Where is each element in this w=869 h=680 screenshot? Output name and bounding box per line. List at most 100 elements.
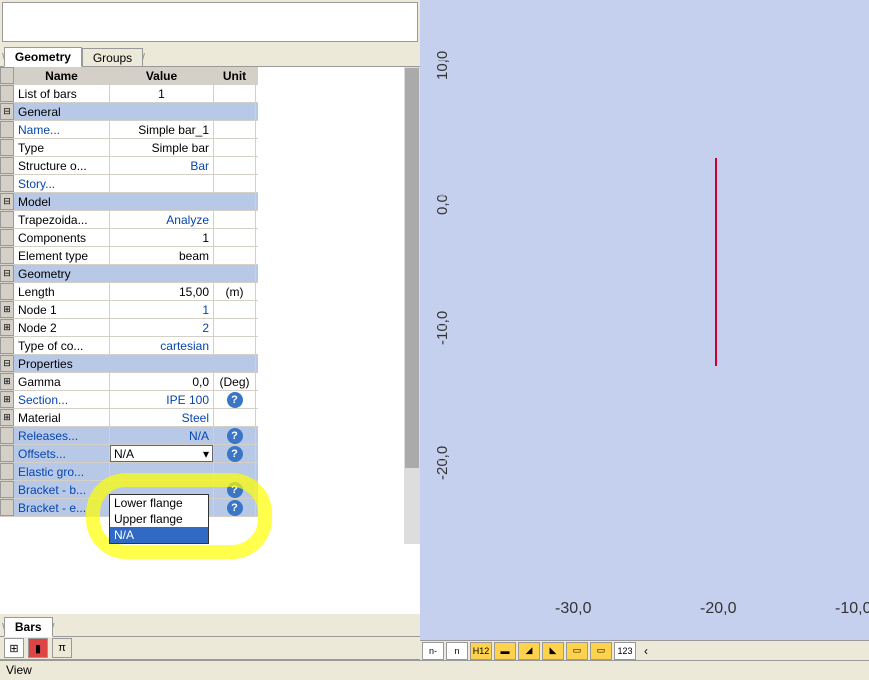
geo-typec-value[interactable]: cartesian	[110, 337, 214, 354]
geo-length-unit: (m)	[214, 283, 256, 300]
help-icon[interactable]: ?	[227, 428, 243, 444]
bars-toolbar: ⊞ ▮ π	[0, 636, 420, 660]
col-name: Name	[14, 67, 110, 84]
list-of-bars-label: List of bars	[14, 85, 110, 102]
geo-length-label: Length	[14, 283, 110, 300]
prop-gamma-value[interactable]: 0,0	[110, 373, 214, 390]
viewport-toolbar-btn[interactable]: ▬	[494, 642, 516, 660]
prop-section-value[interactable]: IPE 100	[110, 391, 214, 408]
tab-groups[interactable]: Groups	[82, 48, 143, 67]
prop-material-label: Material	[14, 409, 110, 426]
geo-length-value[interactable]: 15,00	[110, 283, 214, 300]
viewport-toolbar: n-nH12▬◢◣▭▭123‹	[420, 640, 869, 660]
model-trap-label: Trapezoida...	[14, 211, 110, 228]
general-structure-label: Structure o...	[14, 157, 110, 174]
y-tick-label: 10,0	[434, 51, 451, 80]
viewport-toolbar-btn[interactable]: ◢	[518, 642, 540, 660]
chevron-down-icon[interactable]: ▾	[203, 447, 209, 461]
right-status	[420, 660, 869, 680]
toolbar-btn-2[interactable]: ▮	[28, 638, 48, 658]
general-structure-value[interactable]: Bar	[110, 157, 214, 174]
section-model: Model	[14, 193, 256, 210]
section-general: General	[14, 103, 256, 120]
section-geometry: Geometry	[14, 265, 256, 282]
y-tick-label: 0,0	[434, 194, 451, 215]
help-icon[interactable]: ?	[227, 500, 243, 516]
y-tick-label: -20,0	[434, 446, 451, 480]
model-comp-value[interactable]: 1	[110, 229, 214, 246]
x-tick-label: -30,0	[555, 600, 591, 618]
general-name-value[interactable]: Simple bar_1	[110, 121, 214, 138]
geo-node2-value[interactable]: 2	[110, 319, 214, 336]
prop-elastic-value[interactable]	[110, 463, 214, 480]
expand-gamma[interactable]: ⊞	[0, 373, 14, 390]
col-unit: Unit	[214, 67, 256, 84]
general-type-label: Type	[14, 139, 110, 156]
expand-section[interactable]: ⊞	[0, 391, 14, 408]
dropdown-item-upper-flange[interactable]: Upper flange	[110, 511, 208, 527]
viewport-toolbar-btn[interactable]: ▭	[566, 642, 588, 660]
toggle-spacer	[0, 67, 14, 84]
viewport-toolbar-btn[interactable]: ◣	[542, 642, 564, 660]
prop-elastic-label[interactable]: Elastic gro...	[14, 463, 110, 480]
vertical-scrollbar[interactable]	[404, 67, 420, 544]
expand-node2[interactable]: ⊞	[0, 319, 14, 336]
help-icon[interactable]: ?	[227, 446, 243, 462]
help-icon[interactable]: ?	[227, 392, 243, 408]
prop-releases-label[interactable]: Releases...	[14, 427, 110, 444]
viewport-toolbar-btn[interactable]: n-	[422, 642, 444, 660]
dropdown-item-na[interactable]: N/A	[110, 527, 208, 543]
row-spacer	[0, 85, 14, 102]
prop-gamma-unit: (Deg)	[214, 373, 256, 390]
geo-node1-value[interactable]: 1	[110, 301, 214, 318]
model-trap-value[interactable]: Analyze	[110, 211, 214, 228]
left-tabs: \ Geometry / Groups /	[0, 44, 420, 66]
dropdown-item-lower-flange[interactable]: Lower flange	[110, 495, 208, 511]
prop-offsets-value[interactable]: N/A▾	[110, 445, 214, 462]
x-tick-label: -10,0	[835, 600, 869, 618]
model-viewport[interactable]: 10,00,0-10,0-20,0 -30,0-20,0-10,0 △ Z X …	[420, 0, 869, 640]
expand-material[interactable]: ⊞	[0, 409, 14, 426]
bar-element[interactable]	[715, 158, 717, 366]
prop-brackete-label[interactable]: Bracket - e...	[14, 499, 110, 516]
list-of-bars-value[interactable]: 1	[110, 85, 214, 102]
prop-releases-value[interactable]: N/A	[110, 427, 214, 444]
prop-section-label[interactable]: Section...	[14, 391, 110, 408]
geo-node2-label: Node 2	[14, 319, 110, 336]
property-grid: Name Value Unit List of bars 1 ⊟ General…	[0, 67, 258, 517]
prop-gamma-label: Gamma	[14, 373, 110, 390]
collapse-properties[interactable]: ⊟	[0, 355, 14, 372]
collapse-geometry[interactable]: ⊟	[0, 265, 14, 282]
viewport-toolbar-btn[interactable]: 123	[614, 642, 636, 660]
expand-node1[interactable]: ⊞	[0, 301, 14, 318]
help-icon[interactable]: ?	[227, 482, 243, 498]
model-comp-label: Components	[14, 229, 110, 246]
collapse-general[interactable]: ⊟	[0, 103, 14, 120]
viewport-toolbar-btn[interactable]: n	[446, 642, 468, 660]
toolbar-btn-3[interactable]: π	[52, 638, 72, 658]
toolbar-btn-1[interactable]: ⊞	[4, 638, 24, 658]
geo-typec-label: Type of co...	[14, 337, 110, 354]
general-story-label[interactable]: Story...	[14, 175, 110, 192]
view-status: View	[0, 660, 420, 680]
toolbar-scroll-left[interactable]: ‹	[638, 644, 654, 658]
prop-offsets-label[interactable]: Offsets...	[14, 445, 110, 462]
y-tick-label: -10,0	[434, 311, 451, 345]
offsets-dropdown[interactable]: Lower flange Upper flange N/A	[109, 494, 209, 544]
viewport-toolbar-btn[interactable]: H12	[470, 642, 492, 660]
model-elem-value[interactable]: beam	[110, 247, 214, 264]
prop-material-value[interactable]: Steel	[110, 409, 214, 426]
x-tick-label: -20,0	[700, 600, 736, 618]
geo-node1-label: Node 1	[14, 301, 110, 318]
model-elem-label: Element type	[14, 247, 110, 264]
tab-geometry[interactable]: Geometry	[4, 47, 82, 67]
prop-bracketb-label[interactable]: Bracket - b...	[14, 481, 110, 498]
list-of-bars-unit	[214, 85, 256, 102]
viewport-toolbar-btn[interactable]: ▭	[590, 642, 612, 660]
col-value: Value	[110, 67, 214, 84]
tab-bars[interactable]: Bars	[4, 617, 53, 637]
general-story-value[interactable]	[110, 175, 214, 192]
general-name-label[interactable]: Name...	[14, 121, 110, 138]
collapse-model[interactable]: ⊟	[0, 193, 14, 210]
general-type-value[interactable]: Simple bar	[110, 139, 214, 156]
